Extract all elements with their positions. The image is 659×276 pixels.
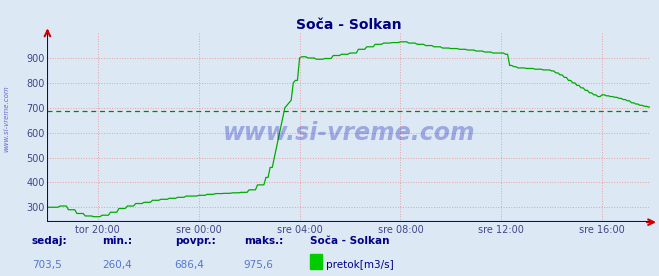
Title: Soča - Solkan: Soča - Solkan [296,18,402,32]
Text: Soča - Solkan: Soča - Solkan [310,236,389,246]
Text: maks.:: maks.: [244,236,283,246]
Text: sedaj:: sedaj: [32,236,67,246]
Text: 686,4: 686,4 [175,260,204,270]
Text: 260,4: 260,4 [102,260,132,270]
Text: min.:: min.: [102,236,132,246]
Text: 703,5: 703,5 [32,260,61,270]
Text: www.si-vreme.com: www.si-vreme.com [223,121,475,145]
Text: www.si-vreme.com: www.si-vreme.com [3,85,10,152]
Text: pretok[m3/s]: pretok[m3/s] [326,260,394,270]
Text: 975,6: 975,6 [244,260,273,270]
Text: povpr.:: povpr.: [175,236,215,246]
